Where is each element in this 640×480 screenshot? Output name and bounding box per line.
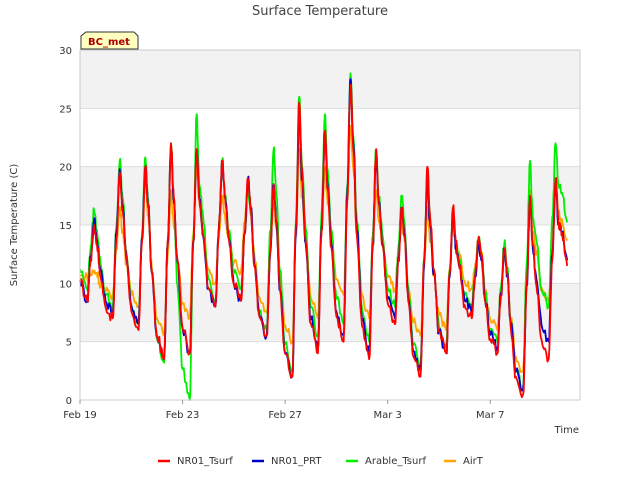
plot-band [80, 50, 580, 109]
y-tick-label: 20 [59, 163, 72, 174]
x-tick-label: Mar 3 [373, 410, 401, 421]
site-label-background [80, 31, 139, 50]
chart-title: Surface Temperature [252, 4, 388, 19]
plot-band [80, 108, 580, 167]
y-tick-label: 25 [59, 104, 72, 115]
legend-item: NR01_PRT [252, 456, 322, 467]
y-tick-label: 0 [66, 396, 72, 407]
x-tick-label: Feb 23 [166, 410, 200, 421]
legend-item: NR01_Tsurf [158, 456, 233, 467]
plot-frame [79, 49, 581, 401]
series-lines [79, 72, 569, 401]
plot-background [80, 50, 580, 400]
legend-label: NR01_PRT [271, 456, 322, 467]
x-tick-labels: Feb 19 Feb 23 Feb 27 Mar 3 Mar 7 [63, 400, 504, 421]
x-tick-label: Feb 27 [268, 410, 302, 421]
legend-label: NR01_Tsurf [177, 456, 233, 467]
x-axis-label: Time [554, 425, 579, 436]
y-tick-label: 15 [59, 221, 72, 232]
y-tick-label: 5 [66, 338, 72, 349]
y-tick-labels: 0 5 10 15 20 25 30 [59, 46, 72, 407]
x-tick-label: Mar 7 [476, 410, 504, 421]
x-tick-label: Feb 19 [63, 410, 97, 421]
y-tick-label: 30 [59, 46, 72, 57]
legend-label: AirT [463, 456, 484, 467]
site-label: BC_met [88, 37, 130, 48]
y-tick-label: 10 [59, 279, 72, 290]
legend-item: Arable_Tsurf [346, 456, 426, 467]
y-axis-label: Surface Temperature (C) [9, 164, 20, 287]
legend-item: AirT [444, 456, 484, 467]
legend-label: Arable_Tsurf [365, 456, 426, 467]
plot-band [80, 341, 580, 400]
legend: NR01_Tsurf NR01_PRT Arable_Tsurf AirT [158, 456, 484, 467]
site-label-box: BC_met [80, 31, 139, 50]
series-line-nr01-tsurf [79, 83, 569, 399]
